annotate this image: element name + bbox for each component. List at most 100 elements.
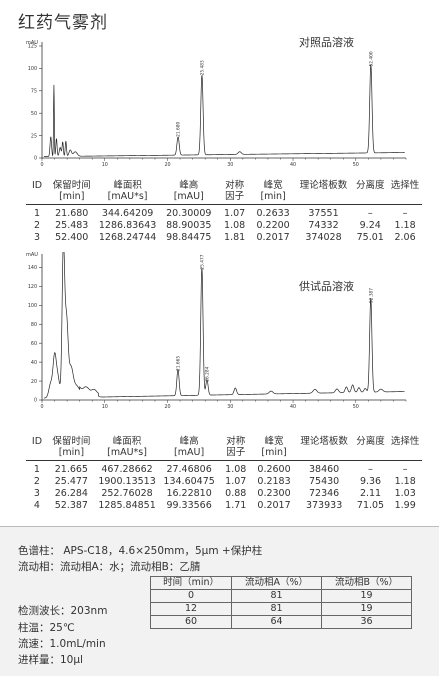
x-tick-label: 20 (164, 404, 170, 410)
table-cell: 75430 (308, 476, 340, 487)
table-cell: 134.60475 (163, 476, 215, 487)
header-symmetry-unit: 因子 (218, 447, 253, 461)
peak-label: 25.477 (199, 254, 205, 269)
x-tick-label: 30 (227, 162, 233, 168)
gradient-cell: 19 (321, 589, 412, 603)
injection-info: 进样量：10μl (18, 654, 83, 666)
table-cell: 344.64209 (101, 208, 154, 219)
table-cell: – (402, 464, 408, 475)
header-peak-width: 峰宽 (264, 436, 284, 447)
gradient-header-a: 流动相A（%） (231, 576, 322, 590)
gradient-cell: 0 (149, 589, 233, 603)
table-cell: – (368, 464, 373, 475)
header-selectivity: 选择性 (390, 436, 420, 447)
chromatogram-trace (43, 64, 405, 157)
table-cell: 1.71 (225, 500, 247, 511)
y-axis-label: mAU (26, 40, 38, 46)
peak-label: 25.483 (200, 60, 206, 75)
header-retention-time-unit: [min] (47, 447, 95, 461)
header-height: 峰高 (179, 180, 199, 191)
table-cell: 52.400 (55, 232, 89, 243)
table-cell: 98.84475 (166, 232, 212, 243)
table-cell: 1286.83643 (98, 220, 157, 231)
header-selectivity-unit (388, 447, 422, 461)
header-symmetry: 对称 (225, 180, 245, 191)
table-cell: 2 (34, 220, 41, 231)
table-cell: 252.76028 (101, 488, 153, 499)
y-tick-label: 0 (34, 398, 37, 404)
header-area-unit: [mAU*s] (95, 191, 160, 205)
gradient-table: 时间（min） 流动相A（%） 流动相B（%） 0 81 19 12 81 19… (149, 576, 412, 629)
header-resolution: 分离度 (355, 180, 385, 191)
table-row: 1 21.665 467.28662 27.46806 1.08 0.2600 38460 –… (26, 461, 422, 477)
header-area-unit: [mAU*s] (94, 447, 160, 461)
x-tick-label: 0 (40, 404, 43, 410)
table-cell: 0.2183 (257, 476, 291, 487)
table-cell: 1900.13513 (98, 476, 156, 487)
y-tick-label: 60 (31, 341, 37, 347)
table-cell: – (367, 208, 373, 219)
table-cell: 0.88 (225, 488, 247, 499)
header-id: ID (32, 180, 43, 191)
peak-label: 52.387 (368, 288, 374, 303)
y-axis-label: mAU (26, 252, 38, 258)
table-row: 1 21.680 344.64209 20.30009 1.07 0.2633 37551 –… (26, 205, 422, 221)
y-tick-label: 100 (28, 66, 37, 72)
table-row: 2 25.477 1900.13513 134.60475 1.07 0.2183 7543… (26, 476, 422, 488)
y-tick-label: 75 (31, 89, 37, 95)
table-cell: 0.2017 (256, 232, 290, 243)
table-cell: 0.2600 (257, 464, 291, 475)
table-cell: 38460 (308, 464, 340, 475)
table-cell: 88.90035 (166, 220, 212, 231)
header-peak-width: 峰宽 (263, 180, 283, 191)
y-tick-label: 25 (31, 133, 37, 139)
table-cell: 1.08 (224, 220, 246, 231)
table-cell: 74332 (308, 220, 339, 231)
header-plates: 理论塔板数 (300, 436, 348, 447)
header-area: 峰面积 (112, 436, 142, 447)
gradient-row: 12 81 19 (149, 602, 412, 616)
header-peak-width-unit: [min] (252, 447, 296, 461)
results-table-sample: ID 保留时间 峰面积 峰高 对称 峰宽 理论塔板数 分离度 选择性 [min] [mAU*s] [m… (26, 434, 422, 512)
table-cell: 374028 (305, 232, 342, 243)
table-cell: 3 (34, 232, 41, 243)
table-cell: 1.99 (394, 500, 416, 511)
table-cell: 1285.84851 (98, 500, 156, 511)
y-tick-label: 125 (28, 44, 37, 50)
header-height-unit: [mAU] (159, 447, 219, 461)
page-title: 红药气雾剂 (18, 13, 108, 33)
wavelength-info: 检测波长：203nm (18, 605, 108, 617)
gradient-cell: 64 (231, 615, 322, 629)
header-area: 峰面积 (113, 180, 142, 191)
table-cell: 25.483 (55, 220, 89, 231)
x-tick-label: 30 (227, 404, 233, 410)
y-tick-label: 20 (31, 379, 37, 385)
header-id: ID (31, 436, 43, 447)
table-cell: 0.2200 (256, 220, 290, 231)
gradient-row: 0 81 19 (149, 589, 412, 603)
y-tick-label: 50 (31, 111, 37, 117)
header-retention-time-unit: [min] (48, 191, 96, 205)
y-tick-label: 80 (31, 322, 37, 328)
header-retention-time: 保留时间 (52, 180, 91, 191)
table-cell: 25.477 (54, 476, 88, 487)
gradient-cell: 12 (149, 602, 233, 616)
chromatogram-reference: 对照品溶液 mAU 0 25 50 75 100 125 0 10 20 30 40 50 21.680 25… (26, 35, 407, 168)
table-cell: 1 (34, 208, 41, 219)
table-cell: 0.2633 (256, 208, 290, 219)
header-resolution: 分离度 (356, 436, 385, 447)
table-row: 4 52.387 1285.84851 99.33566 1.71 0.2017 37393… (26, 500, 422, 512)
x-tick-label: 40 (290, 404, 296, 410)
x-tick-label: 50 (353, 404, 359, 410)
header-height: 峰高 (179, 436, 199, 447)
header-resolution-unit (352, 191, 389, 205)
x-tick-label: 10 (102, 162, 108, 168)
table-cell: 1.18 (394, 476, 416, 487)
table-cell: 16.22810 (166, 488, 212, 499)
x-tick-label: 40 (290, 162, 296, 168)
x-tick-label: 50 (353, 162, 359, 168)
table-cell: 99.33566 (166, 500, 212, 511)
chart-title: 对照品溶液 (299, 35, 354, 49)
y-tick-label: 40 (31, 360, 37, 366)
gradient-cell: 60 (149, 615, 233, 629)
